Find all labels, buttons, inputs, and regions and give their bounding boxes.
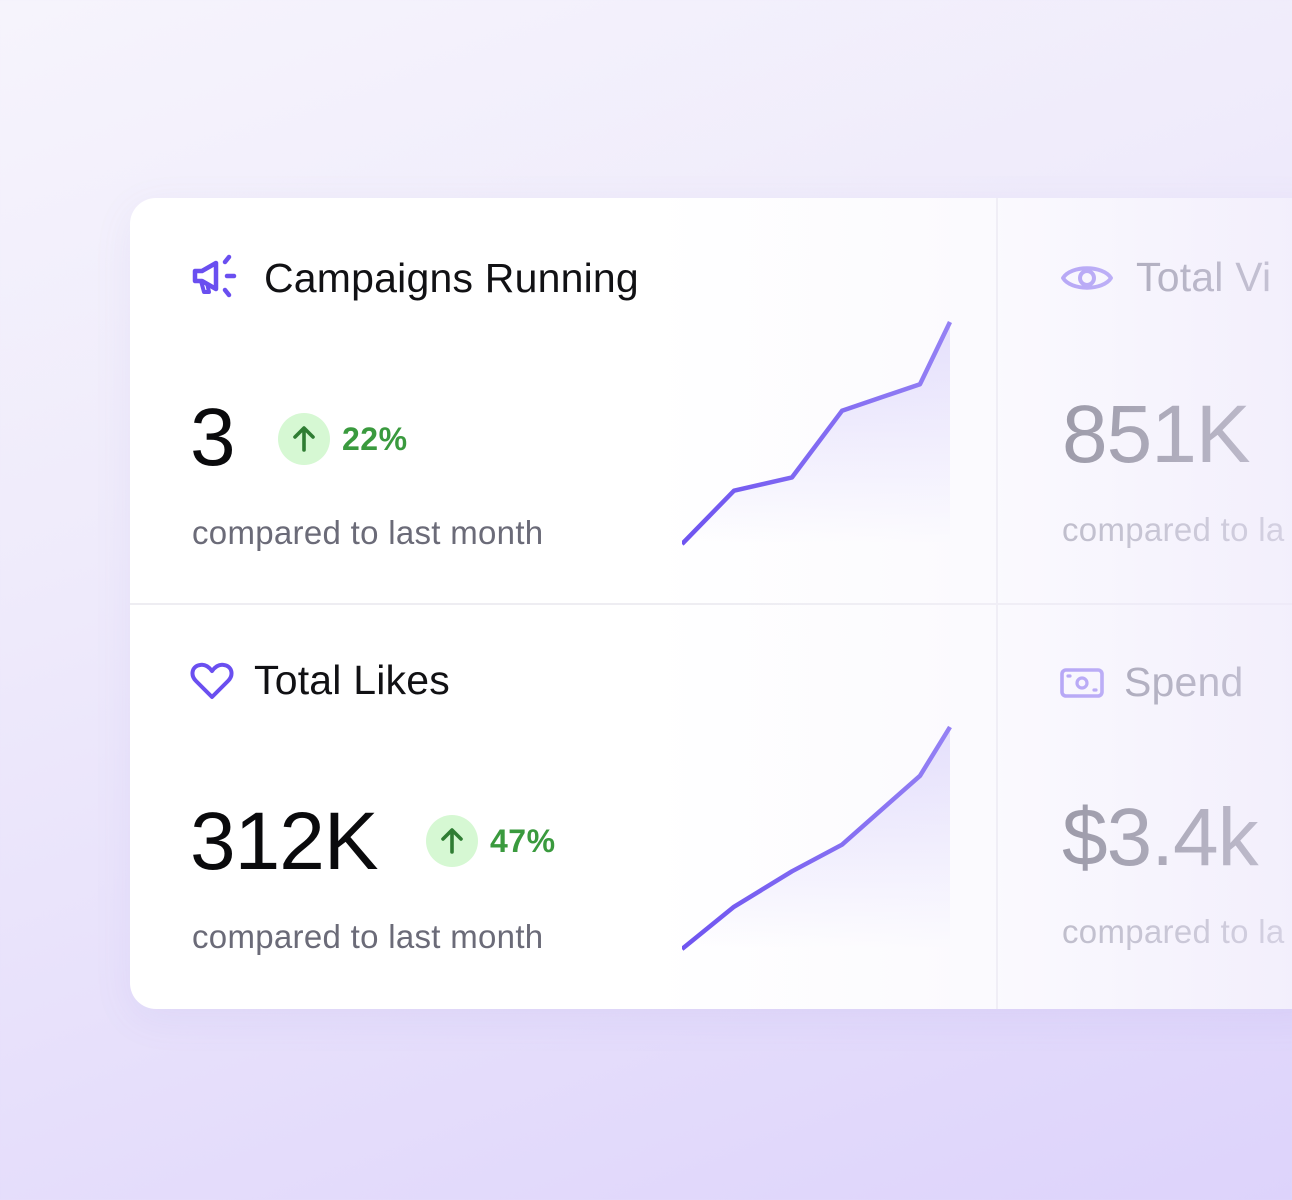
trend-percentage: 22% — [342, 420, 408, 457]
card-title: Campaigns Running — [264, 254, 639, 301]
campaigns-running-card[interactable]: Campaigns Running 3 22% compared to last… — [130, 198, 996, 603]
sparkline-chart — [682, 321, 952, 546]
total-likes-card[interactable]: Total Likes 312K 47% compared to last mo… — [130, 605, 996, 1009]
heart-icon — [190, 661, 234, 701]
arrow-up-icon — [278, 413, 330, 465]
trend-percentage: 47% — [490, 822, 556, 859]
arrow-up-icon — [426, 815, 478, 867]
metric-value: 312K — [190, 796, 379, 887]
spend-card[interactable]: Spend $3.4k compared to la — [998, 605, 1292, 1009]
sparkline-chart — [682, 725, 952, 951]
stats-panel: Campaigns Running 3 22% compared to last… — [130, 198, 1292, 1009]
card-title: Total Likes — [254, 657, 450, 703]
comparison-text: compared to la — [1062, 913, 1285, 950]
sparkline-area — [682, 322, 950, 544]
total-views-card[interactable]: Total Vi 851K compared to la — [998, 198, 1292, 603]
cash-icon — [1060, 665, 1104, 701]
megaphone-icon — [190, 254, 244, 302]
trend-indicator: 47% — [426, 815, 556, 867]
metric-value: $3.4k — [1062, 792, 1259, 883]
comparison-text: compared to last month — [192, 514, 544, 551]
eye-icon — [1060, 258, 1114, 298]
comparison-text: compared to la — [1062, 511, 1285, 548]
metric-value: 3 — [190, 392, 236, 483]
metric-value: 851K — [1062, 389, 1251, 480]
comparison-text: compared to last month — [192, 918, 544, 955]
trend-indicator: 22% — [278, 413, 408, 465]
card-title: Spend — [1124, 659, 1244, 705]
card-title: Total Vi — [1136, 254, 1272, 300]
